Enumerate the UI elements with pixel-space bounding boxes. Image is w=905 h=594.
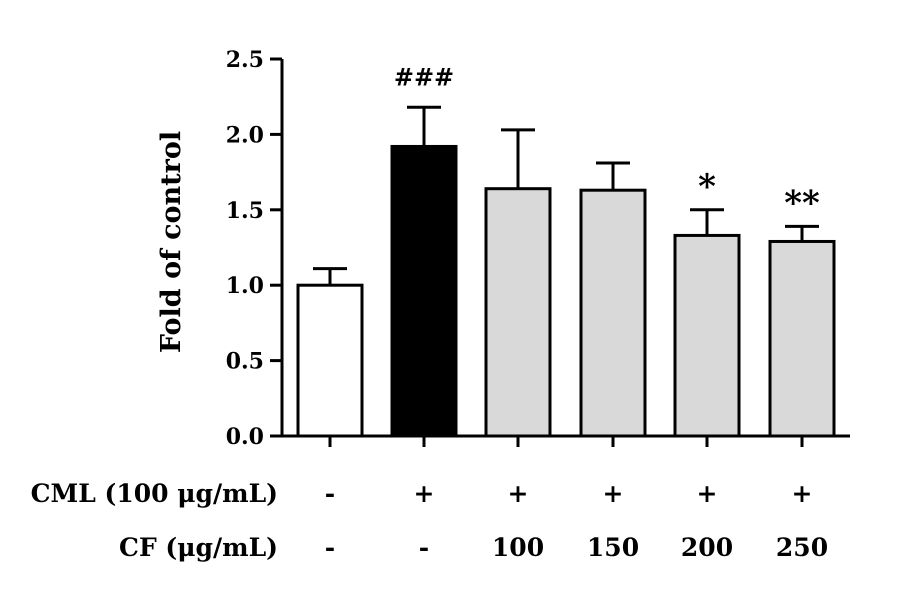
condition-row-label: CML (100 μg/mL)	[31, 479, 278, 508]
condition-row-label: CF (μg/mL)	[119, 533, 278, 562]
condition-value: 200	[681, 533, 733, 562]
bar	[390, 144, 458, 438]
bar	[579, 188, 647, 438]
condition-value: +	[603, 479, 624, 508]
condition-value: +	[508, 479, 529, 508]
bar	[484, 187, 552, 438]
condition-value: -	[325, 479, 335, 508]
y-tick-label: 0.5	[226, 349, 264, 375]
significance-marker: *	[698, 167, 716, 207]
condition-value: +	[697, 479, 718, 508]
condition-value: 150	[587, 533, 639, 562]
condition-value: +	[792, 479, 813, 508]
condition-value: +	[414, 479, 435, 508]
y-axis-label: Fold of control	[156, 131, 187, 353]
condition-value: -	[325, 533, 335, 562]
y-tick-label: 0.0	[226, 424, 264, 450]
bar	[768, 239, 836, 438]
y-tick-label: 1.0	[226, 273, 264, 299]
bar	[296, 283, 364, 438]
bar	[673, 233, 741, 438]
y-tick-label: 2.0	[226, 122, 264, 148]
significance-marker: **	[784, 183, 820, 223]
y-tick-label: 2.5	[226, 47, 264, 73]
y-tick-label: 1.5	[226, 198, 264, 224]
significance-marker: ###	[394, 62, 454, 91]
condition-value: 250	[776, 533, 828, 562]
condition-value: 100	[492, 533, 544, 562]
condition-value: -	[419, 533, 429, 562]
